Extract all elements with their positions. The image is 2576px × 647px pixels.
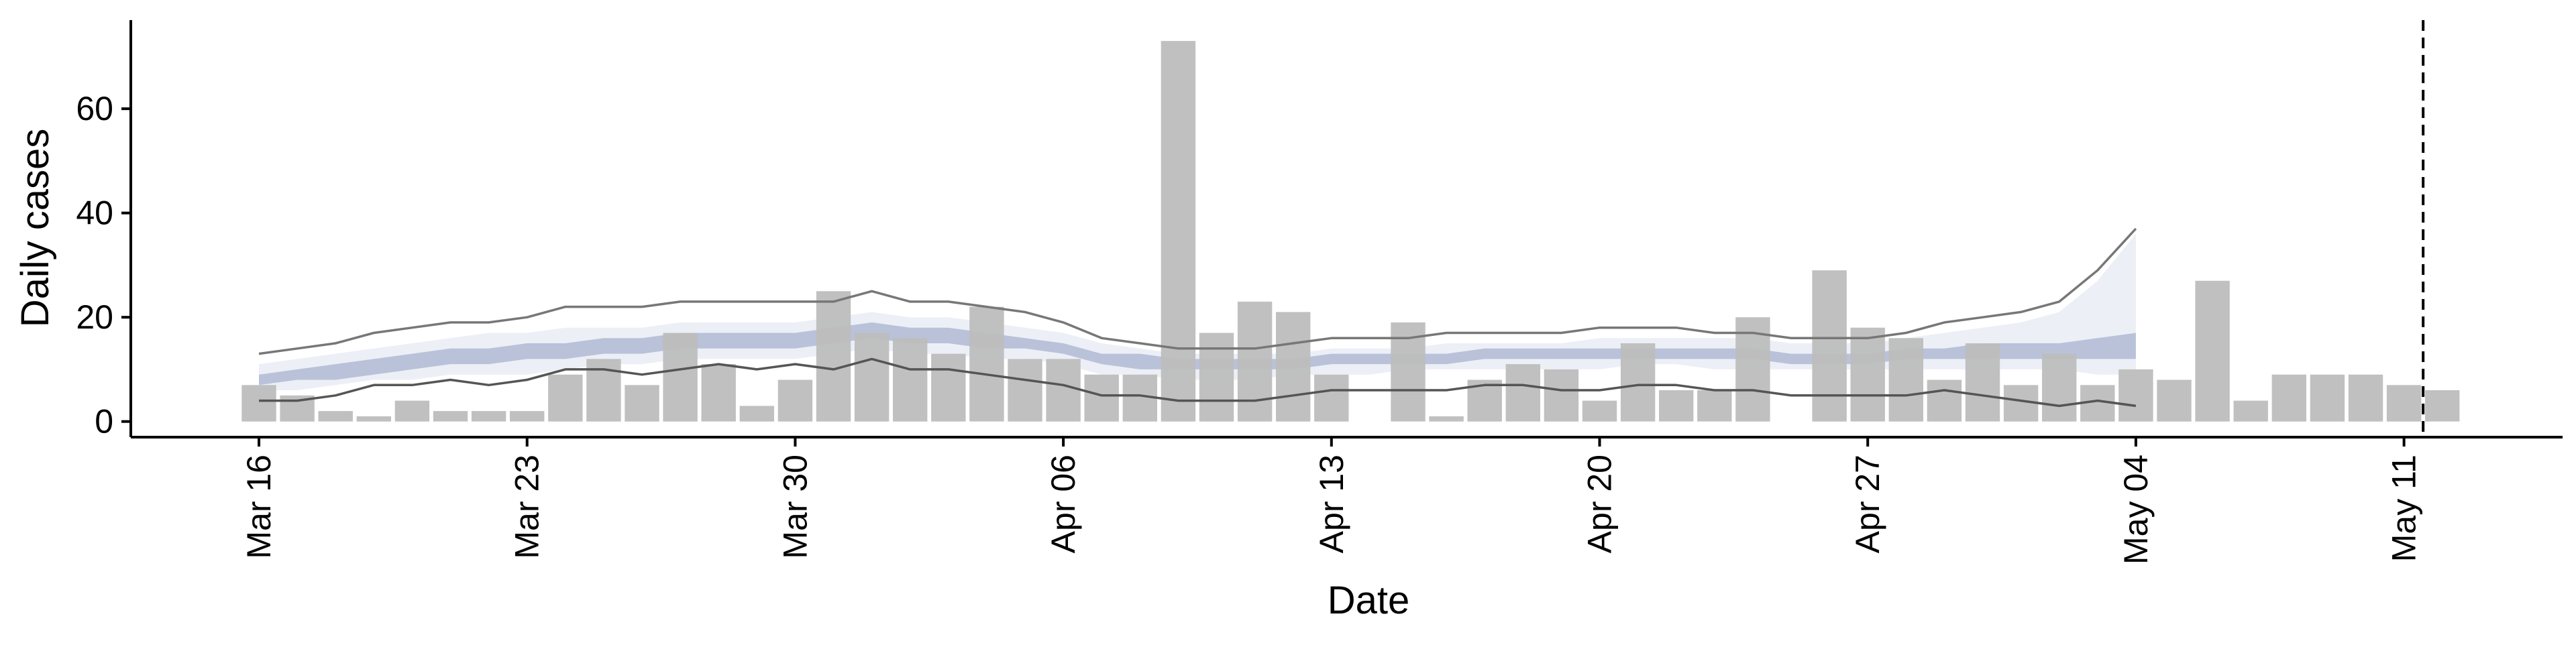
bar-2020-04-06 <box>1046 359 1081 422</box>
bar-2020-04-02 <box>893 338 928 422</box>
x-tick-label-2: Mar 30 <box>776 455 814 559</box>
bar-2020-04-09 <box>1161 41 1196 422</box>
x-tick-label-6: Apr 27 <box>1849 455 1886 553</box>
bar-2020-03-20 <box>394 400 430 422</box>
y-tick-label-20: 20 <box>76 298 113 336</box>
x-tick-label-5: Apr 20 <box>1581 455 1619 553</box>
axes: 0 20 40 60 Mar 16 Mar 23 Mar 30 Apr 06 Apr 13 Apr… <box>76 20 2563 565</box>
bar-2020-04-23 <box>1697 390 1732 422</box>
bar-2020-05-07 <box>2233 400 2268 422</box>
bar-2020-03-21 <box>433 411 468 422</box>
bar-2020-05-11 <box>2386 385 2422 422</box>
bar-2020-03-26 <box>625 385 659 422</box>
bar-2020-05-12 <box>2425 390 2460 422</box>
bar-2020-05-10 <box>2348 374 2383 422</box>
bar-2020-04-22 <box>1659 390 1694 422</box>
bar-2020-04-07 <box>1084 374 1119 422</box>
bar-2020-04-11 <box>1237 301 1273 422</box>
bar-2020-04-28 <box>1888 338 1923 422</box>
bound-lines <box>258 227 2137 408</box>
bar-2020-05-09 <box>2310 374 2345 422</box>
bar-2020-04-05 <box>1008 359 1042 422</box>
bar-2020-04-18 <box>1505 364 1540 422</box>
bar-2020-04-20 <box>1582 400 1617 422</box>
bar-2020-04-29 <box>1927 379 1962 422</box>
y-tick-label-40: 40 <box>76 194 113 232</box>
x-tick-label-7: May 04 <box>2117 455 2155 565</box>
line-lower-bound <box>259 357 2137 408</box>
bar-2020-04-16 <box>1429 416 1464 422</box>
bar-2020-03-23 <box>510 411 545 422</box>
bar-2020-03-19 <box>356 416 391 422</box>
bar-2020-05-06 <box>2195 280 2230 422</box>
bar-2020-04-13 <box>1314 374 1349 422</box>
bar-2020-03-18 <box>318 411 353 422</box>
bar-2020-03-30 <box>777 379 813 422</box>
bar-2020-04-04 <box>969 306 1004 422</box>
bar-2020-03-27 <box>663 333 698 422</box>
bar-2020-03-31 <box>816 291 851 422</box>
x-tick-label-1: Mar 23 <box>508 455 546 559</box>
bar-2020-05-05 <box>2157 379 2192 422</box>
bar-2020-03-24 <box>548 374 583 422</box>
bar-2020-05-08 <box>2271 374 2306 422</box>
x-tick-label-4: Apr 13 <box>1313 455 1350 553</box>
bar-2020-04-12 <box>1276 312 1311 422</box>
bar-2020-04-10 <box>1199 333 1234 422</box>
x-tick-label-0: Mar 16 <box>240 455 278 559</box>
bar-2020-04-19 <box>1544 369 1579 422</box>
line-upper-bound <box>258 227 2137 355</box>
x-axis-label: Date <box>1328 579 1410 622</box>
bar-2020-03-28 <box>701 364 736 422</box>
bars-layer <box>241 41 2460 422</box>
bar-2020-03-16 <box>241 385 276 422</box>
bar-2020-04-01 <box>854 333 890 422</box>
bar-2020-04-21 <box>1620 343 1656 422</box>
bar-2020-04-03 <box>931 353 966 422</box>
bar-2020-04-27 <box>1850 327 1885 422</box>
bar-2020-04-30 <box>1965 343 2000 422</box>
bar-2020-05-02 <box>2042 353 2077 422</box>
x-tick-label-3: Apr 06 <box>1044 455 1082 553</box>
y-tick-label-60: 60 <box>76 90 113 127</box>
y-tick-label-0: 0 <box>95 403 113 440</box>
bar-2020-05-04 <box>2118 369 2153 422</box>
y-axis-label: Daily cases <box>13 129 57 328</box>
interval-bands <box>259 233 2136 390</box>
band-inner-interval <box>259 322 2136 386</box>
bar-2020-03-22 <box>471 411 506 422</box>
x-tick-label-8: May 11 <box>2385 455 2423 562</box>
bar-2020-04-26 <box>1812 270 1847 422</box>
bar-2020-03-29 <box>739 406 774 422</box>
